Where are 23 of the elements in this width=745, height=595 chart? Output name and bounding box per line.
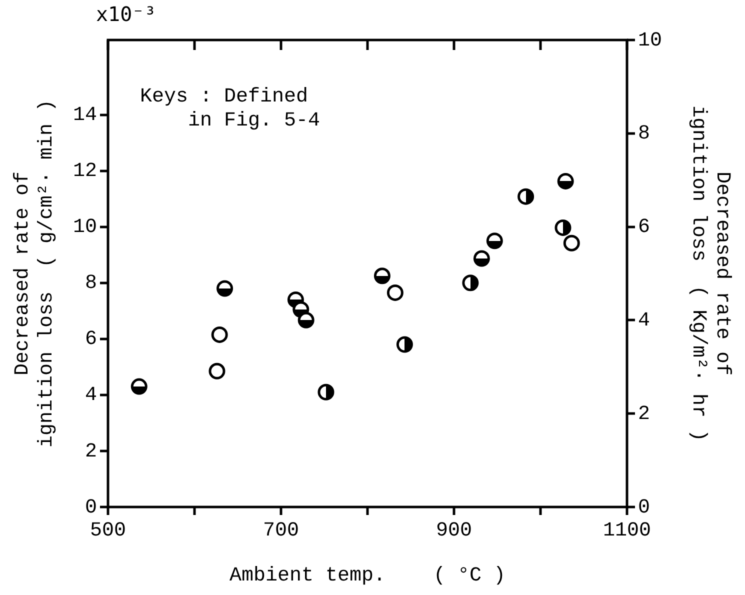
y2-tick-label: 2 [638,402,650,426]
y-tick-label: 0 [84,496,97,520]
x-tick-label: 500 [90,519,126,542]
y-axis-title: Decreased rate of ignition loss ( g/cm²· min ) [11,99,58,448]
y2-tick-label: 8 [638,122,650,146]
y-tick-label: 8 [84,272,97,296]
y-tick-label: 14 [72,104,97,128]
y-tick-label: 2 [84,440,97,464]
x-tick-label: 700 [262,519,300,542]
y2-tick-label: 0 [638,496,650,520]
y2-axis-title: Decreased rate of ignition loss ( Kg/m²· hr ) [686,105,734,442]
x-axis-title: Ambient temp. ( °C ) [229,564,506,588]
x-tick-label: 1100 [602,519,652,542]
y2-tick-label: 6 [638,216,650,240]
x-tick-label: 900 [436,519,472,542]
y2-tick-label: 10 [638,29,662,52]
y-tick-label: 4 [84,384,97,408]
y2-tick-label: 4 [638,309,650,332]
annotation: Keys : Defined in Fig. 5-4 [140,85,320,132]
y-tick-label: 12 [72,160,97,184]
y-tick-label: 6 [84,328,97,352]
text: x10⁻³ [96,2,156,26]
y-tick-label: 10 [72,216,97,240]
